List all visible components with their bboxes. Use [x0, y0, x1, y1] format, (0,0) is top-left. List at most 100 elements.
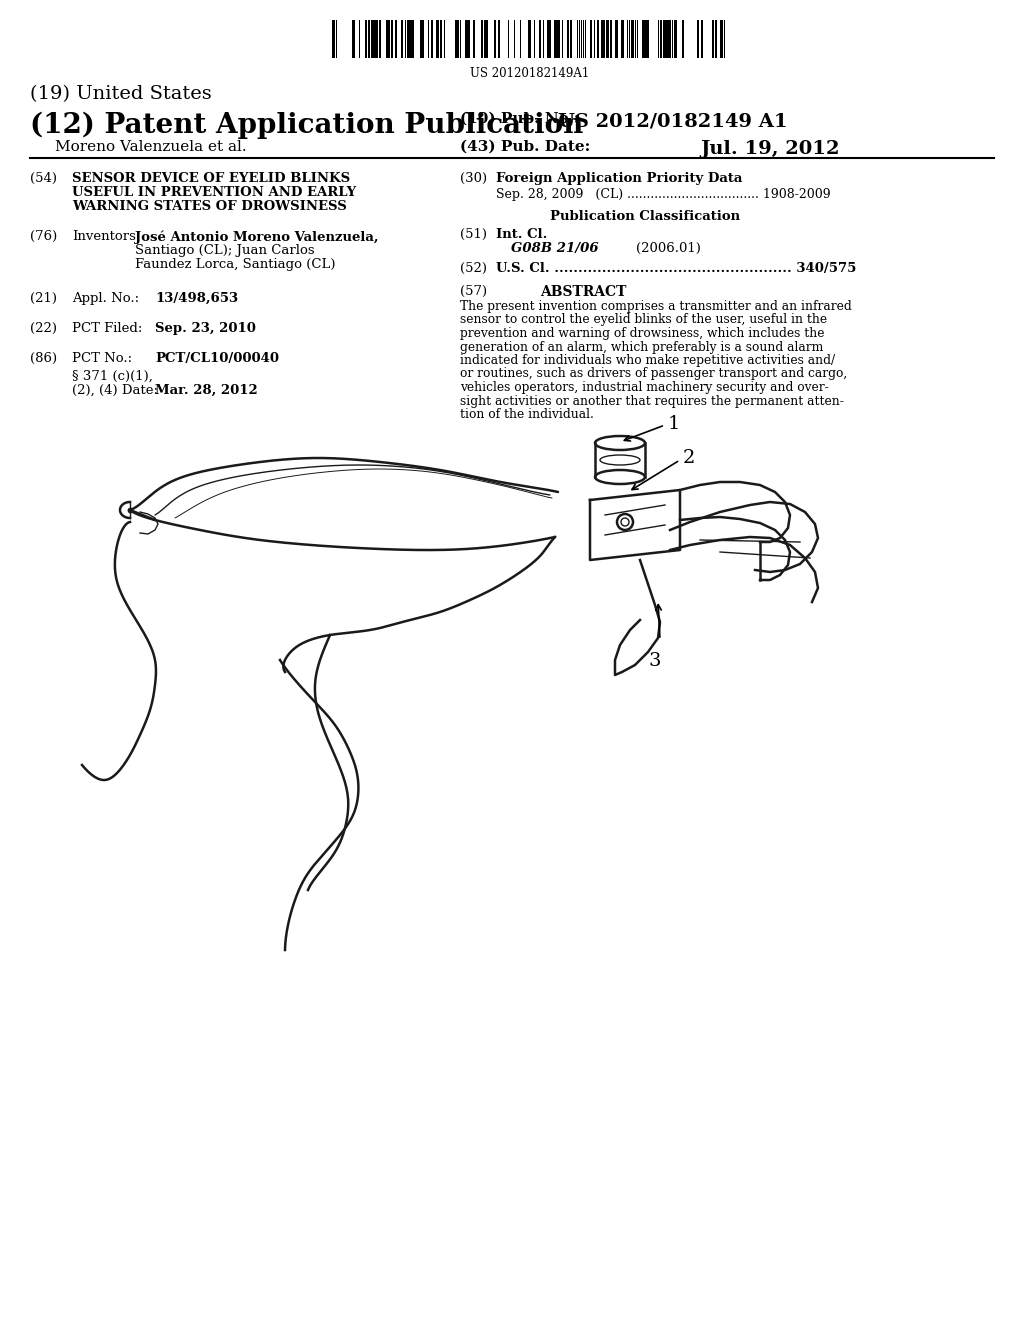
Bar	[386, 20, 388, 58]
Bar	[715, 18, 718, 58]
Text: (21): (21)	[30, 292, 57, 305]
Bar	[666, 20, 669, 58]
Bar	[678, 18, 680, 58]
Bar	[544, 18, 546, 58]
Bar	[340, 18, 342, 58]
Text: 3: 3	[649, 652, 662, 671]
Bar	[569, 18, 571, 58]
Bar	[481, 18, 484, 58]
Bar	[504, 18, 506, 58]
Bar	[525, 18, 528, 58]
Bar	[401, 18, 404, 58]
Text: WARNING STATES OF DROWSINESS: WARNING STATES OF DROWSINESS	[72, 201, 347, 213]
Bar	[647, 18, 649, 58]
Bar	[657, 18, 659, 58]
Bar	[449, 18, 450, 58]
Bar	[422, 20, 424, 58]
Bar	[573, 18, 575, 58]
Bar	[724, 18, 727, 58]
Bar	[420, 20, 422, 58]
Bar	[481, 20, 483, 58]
Bar	[501, 18, 503, 58]
Bar	[539, 20, 541, 58]
Bar	[333, 20, 335, 58]
Text: (10) Pub. No.:: (10) Pub. No.:	[460, 112, 580, 125]
Bar	[467, 20, 470, 58]
Bar	[344, 18, 346, 58]
Text: generation of an alarm, which preferably is a sound alarm: generation of an alarm, which preferably…	[460, 341, 823, 354]
Bar	[330, 18, 730, 58]
Bar	[703, 18, 706, 58]
Bar	[460, 18, 462, 58]
Text: Sep. 28, 2009   (CL) .................................. 1908-2009: Sep. 28, 2009 (CL) .....................…	[496, 187, 830, 201]
Bar	[596, 18, 599, 58]
Bar	[409, 18, 411, 58]
Bar	[458, 18, 460, 58]
Bar	[558, 20, 560, 58]
Text: (2), (4) Date:: (2), (4) Date:	[72, 384, 158, 397]
Bar	[597, 20, 599, 58]
Text: Inventors:: Inventors:	[72, 230, 140, 243]
Bar	[559, 18, 561, 58]
Bar	[407, 20, 409, 58]
Bar	[584, 18, 586, 58]
Bar	[497, 18, 499, 58]
Text: José Antonio Moreno Valenzuela,: José Antonio Moreno Valenzuela,	[135, 230, 379, 243]
Bar	[623, 18, 625, 58]
Bar	[710, 18, 712, 58]
Bar	[395, 18, 397, 58]
Bar	[433, 18, 435, 58]
Bar	[443, 18, 445, 58]
Text: (22): (22)	[30, 322, 57, 335]
Bar	[602, 18, 604, 58]
Bar	[549, 20, 551, 58]
Bar	[365, 18, 367, 58]
Bar	[706, 18, 708, 58]
Bar	[587, 18, 589, 58]
Text: Santiago (CL); Juan Carlos: Santiago (CL); Juan Carlos	[135, 244, 314, 257]
Text: (86): (86)	[30, 352, 57, 366]
Bar	[682, 20, 684, 58]
Bar	[368, 20, 370, 58]
Bar	[406, 18, 409, 58]
Bar	[590, 18, 593, 58]
Text: U.S. Cl. .................................................. 340/575: U.S. Cl. ...............................…	[496, 261, 856, 275]
Text: sensor to control the eyelid blinks of the user, useful in the: sensor to control the eyelid blinks of t…	[460, 314, 827, 326]
Text: (30): (30)	[460, 172, 487, 185]
Bar	[411, 20, 413, 58]
Text: The present invention comprises a transmitter and an infrared: The present invention comprises a transm…	[460, 300, 852, 313]
Text: 13/498,653: 13/498,653	[155, 292, 239, 305]
Bar	[633, 18, 635, 58]
Bar	[509, 18, 511, 58]
Bar	[644, 18, 646, 58]
Bar	[440, 20, 442, 58]
Bar	[401, 20, 403, 58]
Text: § 371 (c)(1),: § 371 (c)(1),	[72, 370, 153, 383]
Bar	[601, 20, 603, 58]
Bar	[534, 18, 536, 58]
Bar	[495, 18, 497, 58]
Bar	[712, 20, 714, 58]
Bar	[561, 18, 563, 58]
Text: Foreign Application Priority Data: Foreign Application Priority Data	[496, 172, 742, 185]
Text: PCT No.:: PCT No.:	[72, 352, 132, 366]
Bar	[404, 18, 406, 58]
Text: (54): (54)	[30, 172, 57, 185]
Bar	[412, 18, 415, 58]
Text: or routines, such as drivers of passenger transport and cargo,: or routines, such as drivers of passenge…	[460, 367, 847, 380]
Bar	[625, 18, 627, 58]
Bar	[436, 20, 439, 58]
Bar	[696, 18, 699, 58]
Bar	[378, 18, 381, 58]
Bar	[642, 20, 645, 58]
Bar	[688, 18, 691, 58]
Bar	[466, 18, 468, 58]
Text: tion of the individual.: tion of the individual.	[460, 408, 594, 421]
Bar	[530, 18, 532, 58]
Text: (12) Patent Application Publication: (12) Patent Application Publication	[30, 112, 584, 140]
Bar	[642, 18, 644, 58]
Bar	[722, 18, 724, 58]
Text: (2006.01): (2006.01)	[636, 242, 700, 255]
Bar	[604, 18, 606, 58]
Bar	[691, 18, 694, 58]
